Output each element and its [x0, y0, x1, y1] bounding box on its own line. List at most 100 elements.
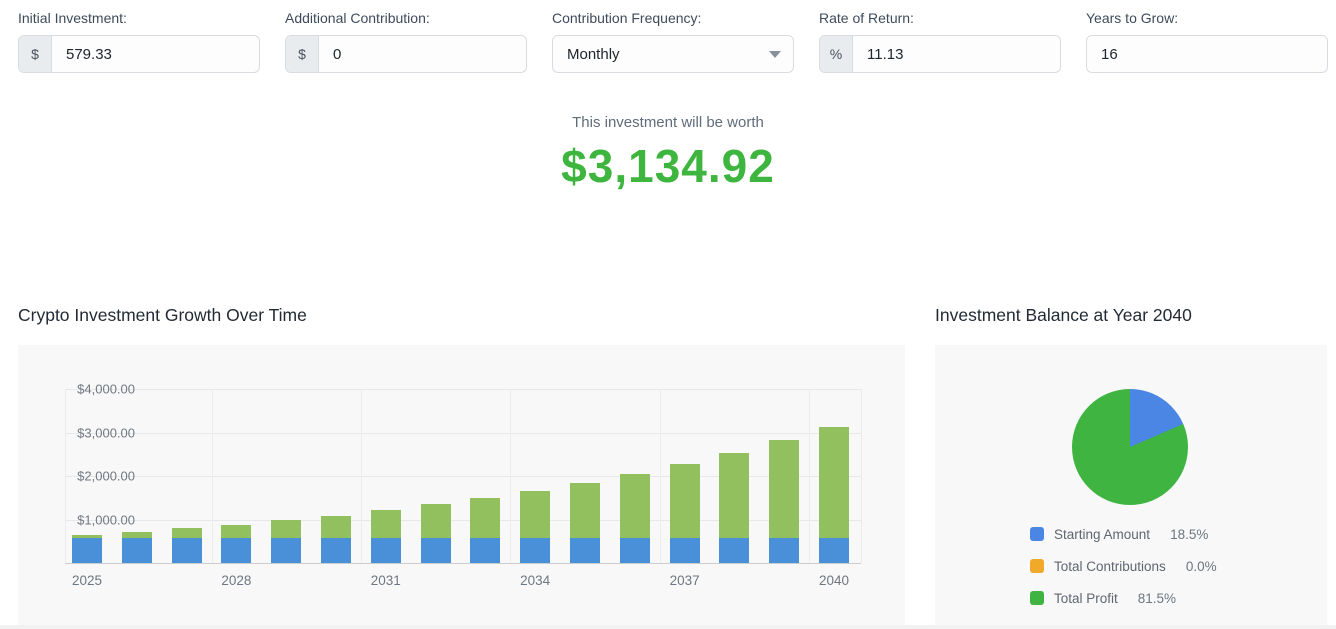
bar-segment-profit [221, 524, 252, 538]
bar-segment-profit [819, 426, 849, 538]
y-axis-label: $1,000.00 [77, 512, 135, 527]
bar-segment-profit [669, 463, 700, 538]
y-axis-label: $4,000.00 [77, 381, 135, 397]
rate-of-return-group: Rate of Return: % [819, 10, 1061, 73]
legend-percentage: 81.5% [1137, 590, 1177, 606]
plot-right-edge [861, 389, 862, 563]
bar-segment-starting-amount [470, 537, 501, 563]
bar-segment-profit [321, 515, 351, 538]
pie-chart [1072, 389, 1188, 505]
bar-segment-profit [271, 520, 302, 538]
bar-segment-profit [570, 482, 600, 538]
bar-2028 [221, 524, 252, 563]
bar-segment-starting-amount [669, 537, 700, 563]
bar-2036 [619, 473, 650, 563]
x-axis-label: 2040 [818, 573, 850, 588]
bar-2031 [370, 510, 401, 563]
bar-segment-starting-amount [719, 537, 750, 563]
y-axis-label: $2,000.00 [77, 468, 135, 484]
dollar-prefix: $ [286, 36, 319, 72]
gridline-horizontal [65, 476, 861, 477]
gridline-vertical [809, 389, 811, 563]
gridline-horizontal [65, 432, 861, 434]
bar-segment-profit [420, 504, 451, 538]
legend-label: Total Profit [1054, 590, 1118, 606]
legend-swatch-icon [1030, 559, 1044, 573]
bar-segment-profit [520, 490, 551, 538]
bar-segment-starting-amount [619, 537, 650, 563]
additional-contribution-group: Additional Contribution: $ [285, 10, 527, 73]
bar-2033 [470, 497, 501, 563]
bar-2027 [171, 528, 202, 563]
gridline-horizontal [65, 389, 861, 390]
legend-label: Starting Amount [1054, 526, 1151, 542]
plot-left-edge [65, 389, 66, 563]
legend-item-total-contributions: Total Contributions 0.0% [1030, 555, 1217, 577]
bar-segment-profit [72, 535, 102, 538]
result-caption: This investment will be worth [572, 114, 764, 131]
legend-swatch-icon [1030, 527, 1044, 541]
legend-percentage: 18.5% [1170, 526, 1209, 542]
result-amount: $3,134.92 [561, 140, 775, 192]
legend-item-starting-amount: Starting Amount 18.5% [1030, 523, 1217, 545]
bar-segment-starting-amount [819, 537, 849, 563]
additional-contribution-input[interactable] [319, 36, 526, 72]
x-axis-label: 2031 [370, 573, 401, 588]
rate-of-return-label: Rate of Return: [819, 10, 914, 26]
bar-2032 [420, 504, 451, 563]
bar-segment-starting-amount [171, 537, 202, 563]
legend-swatch-icon [1030, 591, 1044, 605]
gridline-vertical [360, 389, 362, 563]
bar-segment-profit [619, 473, 650, 538]
initial-investment-input[interactable] [52, 36, 259, 72]
bar-segment-starting-amount [370, 537, 401, 563]
bar-2035 [570, 482, 600, 563]
bar-segment-starting-amount [271, 537, 302, 563]
growth-chart-card: $1,000.00 $2,000.00 $3,000.00 $4,000.00 2025… [18, 345, 905, 629]
bar-2037 [669, 463, 700, 563]
bar-2039 [769, 440, 800, 563]
bar-segment-starting-amount [321, 537, 351, 563]
percent-prefix: % [820, 36, 853, 72]
bar-2040 [819, 426, 849, 563]
x-axis-line [65, 563, 861, 564]
bar-2029 [271, 520, 302, 563]
pie-legend: Starting Amount 18.5% Total Contributions 0… [1030, 523, 1217, 609]
y-axis-label: $3,000.00 [77, 425, 135, 440]
contribution-frequency-select[interactable]: Monthly [552, 35, 794, 73]
bar-segment-profit [121, 531, 152, 538]
bar-segment-starting-amount [769, 537, 800, 563]
bar-segment-starting-amount [72, 537, 102, 563]
dollar-prefix: $ [19, 36, 52, 72]
bar-2034 [520, 490, 551, 563]
bar-chart: $1,000.00 $2,000.00 $3,000.00 $4,000.00 2025… [18, 345, 905, 629]
pie-chart-title: Investment Balance at Year 2040 [935, 305, 1192, 325]
gridline-vertical [659, 389, 661, 563]
bar-segment-profit [370, 510, 401, 538]
bar-segment-starting-amount [121, 537, 152, 563]
balance-chart-card: Starting Amount 18.5% Total Contributions 0… [935, 345, 1327, 629]
x-axis-label: 2037 [669, 573, 700, 588]
legend-item-total-profit: Total Profit 81.5% [1030, 587, 1217, 609]
x-axis-label: 2025 [71, 573, 103, 588]
bar-segment-profit [171, 528, 202, 538]
contribution-frequency-label: Contribution Frequency: [552, 10, 702, 26]
x-axis-label: 2034 [520, 573, 551, 588]
bar-2025 [72, 535, 102, 563]
bar-segment-starting-amount [570, 537, 600, 563]
rate-of-return-input[interactable] [853, 36, 1060, 72]
gridline-vertical [510, 389, 512, 563]
bar-segment-starting-amount [221, 537, 252, 563]
additional-contribution-label: Additional Contribution: [285, 10, 430, 26]
contribution-frequency-value: Monthly [567, 45, 620, 63]
page-bottom-edge [0, 625, 1336, 629]
bar-segment-starting-amount [420, 537, 451, 563]
years-to-grow-group: Years to Grow: [1086, 10, 1328, 73]
years-to-grow-input[interactable] [1087, 36, 1327, 72]
legend-label: Total Contributions [1054, 558, 1166, 574]
legend-percentage: 0.0% [1185, 558, 1217, 574]
bar-segment-profit [470, 497, 501, 538]
initial-investment-group: Initial Investment: $ [18, 10, 260, 73]
bar-segment-starting-amount [520, 537, 551, 563]
